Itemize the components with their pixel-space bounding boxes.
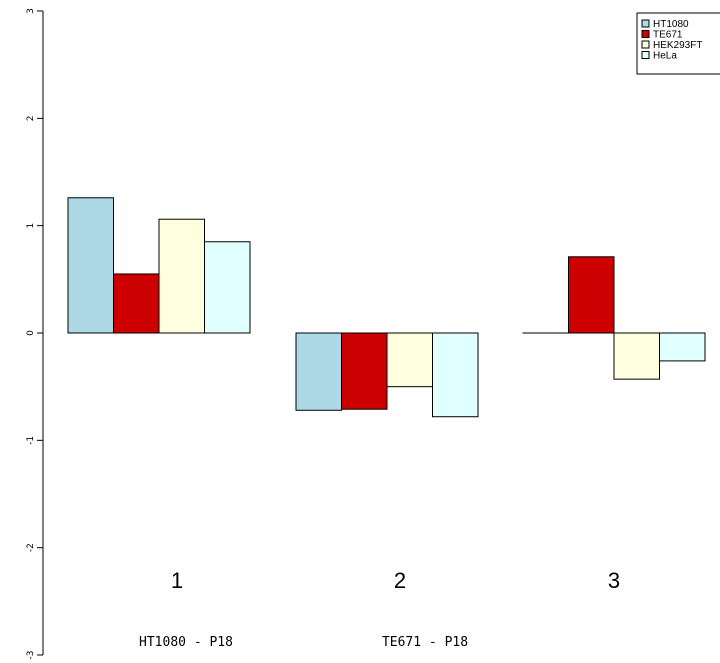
bar-te671-2 (341, 332, 388, 410)
y-tick-label: 2 (26, 115, 36, 121)
group-label-3: 3 (608, 568, 620, 593)
bar-hela-3 (659, 332, 706, 362)
legend-label-hela: HeLa (653, 51, 677, 62)
legend-swatch-te671 (641, 30, 650, 38)
y-tick-label: 3 (26, 8, 36, 14)
bottom-label-2: TE671 - P18 (382, 635, 468, 650)
group-label-1: 1 (171, 568, 183, 593)
legend-label-te671: TE671 (653, 30, 683, 41)
legend-swatch-ht1080 (641, 19, 650, 28)
bars-group (67, 197, 706, 418)
legend-label-ht1080: HT1080 (653, 19, 689, 30)
bar-te671-1 (113, 273, 160, 334)
y-tick-label: -1 (26, 436, 36, 445)
y-axis: -3 -2 -1 0 1 2 3 (26, 8, 44, 660)
bottom-label-1: HT1080 - P18 (139, 635, 233, 650)
bar-hela-2 (432, 332, 479, 418)
bar-hela-1 (204, 241, 251, 334)
legend-swatch-hela (641, 51, 650, 59)
legend-swatch-hek293ft (641, 40, 650, 49)
bar-hek293ft-3 (613, 332, 660, 380)
legend-label-hek293ft: HEK293FT (653, 40, 702, 51)
bar-hek293ft-2 (386, 332, 433, 388)
y-tick-label: -2 (26, 543, 36, 552)
bar-te671-3 (568, 256, 615, 334)
bar-ht1080-1 (67, 197, 114, 334)
y-tick-label: 1 (26, 223, 36, 229)
group-label-2: 2 (394, 568, 406, 593)
legend-box (636, 12, 720, 75)
y-tick-label: 0 (26, 330, 36, 336)
bar-ht1080-2 (295, 332, 342, 411)
y-tick-label: -3 (26, 651, 36, 660)
bar-hek293ft-1 (158, 218, 205, 334)
